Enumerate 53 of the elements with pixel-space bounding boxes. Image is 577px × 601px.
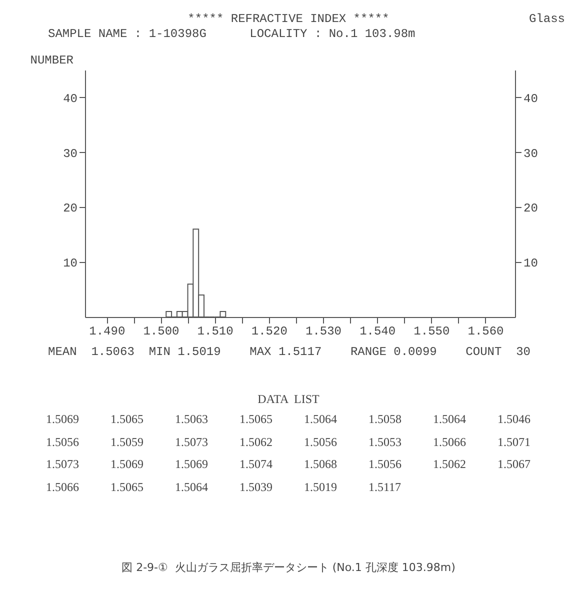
text: 1.5065 [110, 480, 144, 494]
text: 1.5046 [498, 412, 530, 427]
text: 1.5058 [368, 412, 402, 427]
text: 1.5069 [175, 457, 208, 472]
text: 1.5066 [46, 480, 79, 494]
caption: 図 2-9-① 火山ガラス屈折率データシート (No.1 孔深度 103.98m) [120, 560, 456, 575]
text: DATA LIST [256, 392, 320, 407]
text: 1.5071 [498, 434, 530, 450]
chart-subtitle: SAMPLE NAME : 1-10398G LOCALITY : No.1 103.98m [48, 27, 416, 41]
text: 1.5065 [110, 412, 144, 427]
y-axis-title: NUMBER [30, 54, 74, 68]
text: 1.5059 [110, 434, 144, 450]
text: 1.5073 [46, 457, 79, 472]
x-tick-label: 1.560 [468, 324, 504, 338]
x-tick-label: 1.530 [305, 324, 342, 338]
text: Glass [528, 12, 565, 26]
y-tick-label: 10 [63, 256, 78, 271]
y2-tick-label: 10 [524, 256, 538, 271]
text: 1.5062 [240, 434, 272, 450]
text: 1.5068 [304, 457, 337, 472]
x-tick-label: 1.500 [143, 324, 180, 338]
text: 1.5066 [433, 434, 466, 450]
x-tick-label: 1.550 [414, 324, 450, 338]
text: 1.5063 [175, 412, 208, 427]
text: 1.5067 [498, 457, 530, 472]
x-tick-label: 1.520 [251, 324, 288, 338]
x-tick-label: 1.510 [197, 324, 234, 338]
text: MEAN 1.5063 MIN 1.5019 MAX 1.5117 RANGE 0.0099 COUNT 30 [48, 345, 530, 359]
y-tick-label: 20 [63, 202, 78, 216]
y2-tick-label: 20 [524, 202, 538, 216]
y2-tick-label: 40 [524, 92, 538, 106]
y-tick-label: 40 [63, 92, 78, 106]
text: 1.5056 [46, 434, 79, 450]
text: 1.5064 [433, 412, 466, 427]
x-tick-label: 1.540 [360, 324, 396, 338]
y2-tick-label: 30 [524, 146, 538, 161]
text: 1.5064 [304, 412, 337, 427]
text: 1.5019 [304, 480, 337, 494]
text: 1.5069 [46, 412, 79, 427]
text: 1.5073 [175, 434, 208, 450]
text: 1.5053 [368, 434, 402, 450]
text: 1.5065 [240, 412, 272, 427]
text: 1.5039 [240, 480, 272, 494]
text: 1.5069 [110, 457, 144, 472]
text: 1.5117 [368, 480, 402, 494]
x-tick-label: 1.490 [89, 324, 126, 338]
chart-title: ***** REFRACTIVE INDEX ***** [188, 12, 390, 26]
text: 1.5074 [240, 457, 272, 472]
y-tick-label: 30 [63, 146, 78, 161]
text: 1.5056 [304, 434, 337, 450]
text: 1.5056 [368, 457, 402, 472]
text: 1.5062 [433, 457, 466, 472]
text: 1.5064 [175, 480, 208, 494]
